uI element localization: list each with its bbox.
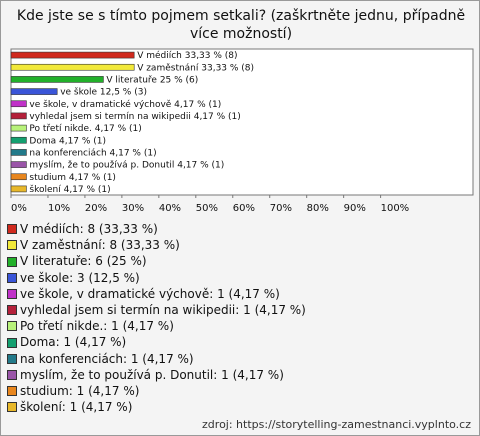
legend-item: myslím, že to používá p. Donutil: 1 (4,1…	[7, 367, 306, 383]
legend-item: studium: 1 (4,17 %)	[7, 383, 306, 399]
x-tick-label: 70%	[270, 203, 292, 214]
value-label: na konferenciách 4,17 % (1)	[29, 148, 156, 158]
plot: 0% 10% 20% 30% 40% 50% 60% 70% 80% 90% 100% V médií…	[10, 48, 474, 214]
x-tick-label: 90%	[344, 203, 366, 214]
x-tick-label: 30%	[122, 203, 144, 214]
bar	[10, 76, 104, 83]
value-label: ve škole, v dramatické výchově 4,17 % (1…	[29, 99, 221, 110]
legend-swatch	[7, 402, 17, 413]
x-tick-label: 40%	[159, 203, 181, 214]
bar	[10, 149, 27, 156]
bar	[10, 173, 27, 181]
value-label: Doma 4,17 % (1)	[29, 136, 106, 146]
legend-label: vyhledal jsem si termín na wikipedii: 1 …	[20, 303, 306, 318]
value-label: V zaměstnání 33,33 % (8)	[137, 63, 254, 73]
legend-item: V zaměstnání: 8 (33,33 %)	[7, 237, 306, 253]
legend-item: na konferenciách: 1 (4,17 %)	[7, 351, 306, 367]
legend-item: V médiích: 8 (33,33 %)	[7, 221, 306, 237]
legend-label: Po třetí nikde.: 1 (4,17 %)	[20, 319, 174, 334]
plot-area	[10, 48, 474, 196]
legend-label: školení: 1 (4,17 %)	[20, 400, 133, 415]
chart-title: Kde jste se s tímto pojmem setkali? (zaš…	[16, 8, 466, 42]
legend-label: V médiích: 8 (33,33 %)	[20, 222, 158, 236]
legend-label: myslím, že to používá p. Donutil: 1 (4,1…	[20, 367, 284, 382]
bar	[10, 185, 27, 193]
legend-swatch	[7, 305, 17, 316]
legend-label: ve škole, v dramatické výchově: 1 (4,17 …	[20, 286, 280, 301]
value-label: myslím, že to používá p. Donutil 4,17 % …	[29, 161, 224, 171]
legend-item: vyhledal jsem si termín na wikipedii: 1 …	[7, 302, 306, 318]
x-tick-label: 60%	[233, 203, 255, 214]
legend-item: školení: 1 (4,17 %)	[7, 399, 306, 415]
x-tick-label: 20%	[85, 203, 107, 214]
value-label: Po třetí nikde. 4,17 % (1)	[29, 124, 141, 134]
legend-item: Po třetí nikde.: 1 (4,17 %)	[7, 318, 306, 334]
x-tick-label: 80%	[307, 203, 329, 214]
bar	[10, 51, 135, 59]
legend-swatch	[7, 353, 17, 364]
legend-label: na konferenciách: 1 (4,17 %)	[20, 351, 194, 366]
legend-swatch	[7, 272, 17, 283]
bar	[10, 161, 27, 168]
bar	[10, 100, 27, 108]
x-tick-label: 50%	[196, 203, 218, 214]
legend: V médiích: 8 (33,33 %) V zaměstnání: 8 (3…	[7, 221, 306, 415]
x-tick-label: 0%	[11, 203, 27, 214]
legend-label: V literatuře: 6 (25 %)	[20, 254, 147, 269]
legend-swatch	[7, 224, 17, 235]
legend-label: studium: 1 (4,17 %)	[20, 384, 140, 399]
bar	[10, 124, 27, 132]
x-tick-label: 10%	[48, 203, 70, 214]
bar	[10, 88, 58, 95]
legend-swatch	[7, 337, 17, 348]
legend-swatch	[7, 288, 17, 299]
legend-swatch	[7, 386, 17, 397]
legend-label: Doma: 1 (4,17 %)	[20, 335, 127, 350]
legend-item: Doma: 1 (4,17 %)	[7, 334, 306, 350]
bar	[10, 112, 27, 120]
legend-swatch	[7, 256, 17, 267]
x-tick-label: 100%	[381, 203, 410, 214]
bar	[10, 63, 135, 71]
bar	[10, 136, 27, 144]
value-label: V literatuře 25 % (6)	[106, 75, 198, 85]
legend-item: V literatuře: 6 (25 %)	[7, 253, 306, 269]
legend-swatch	[7, 240, 17, 251]
value-label: studium 4,17 % (1)	[29, 173, 116, 183]
legend-item: ve škole: 3 (12,5 %)	[7, 270, 306, 286]
value-label: V médiích 33,33 % (8)	[137, 50, 237, 61]
legend-swatch	[7, 321, 17, 332]
legend-label: ve škole: 3 (12,5 %)	[20, 270, 140, 285]
value-label: školení 4,17 % (1)	[29, 184, 110, 195]
value-label: vyhledal jsem si termín na wikipedii 4,1…	[29, 112, 240, 122]
legend-swatch	[7, 369, 17, 380]
source: zdroj: https://storytelling-zamestnanci.…	[202, 418, 471, 431]
value-label: ve škole 12,5 % (3)	[60, 87, 147, 98]
legend-label: V zaměstnání: 8 (33,33 %)	[20, 238, 180, 253]
legend-item: ve škole, v dramatické výchově: 1 (4,17 …	[7, 286, 306, 302]
